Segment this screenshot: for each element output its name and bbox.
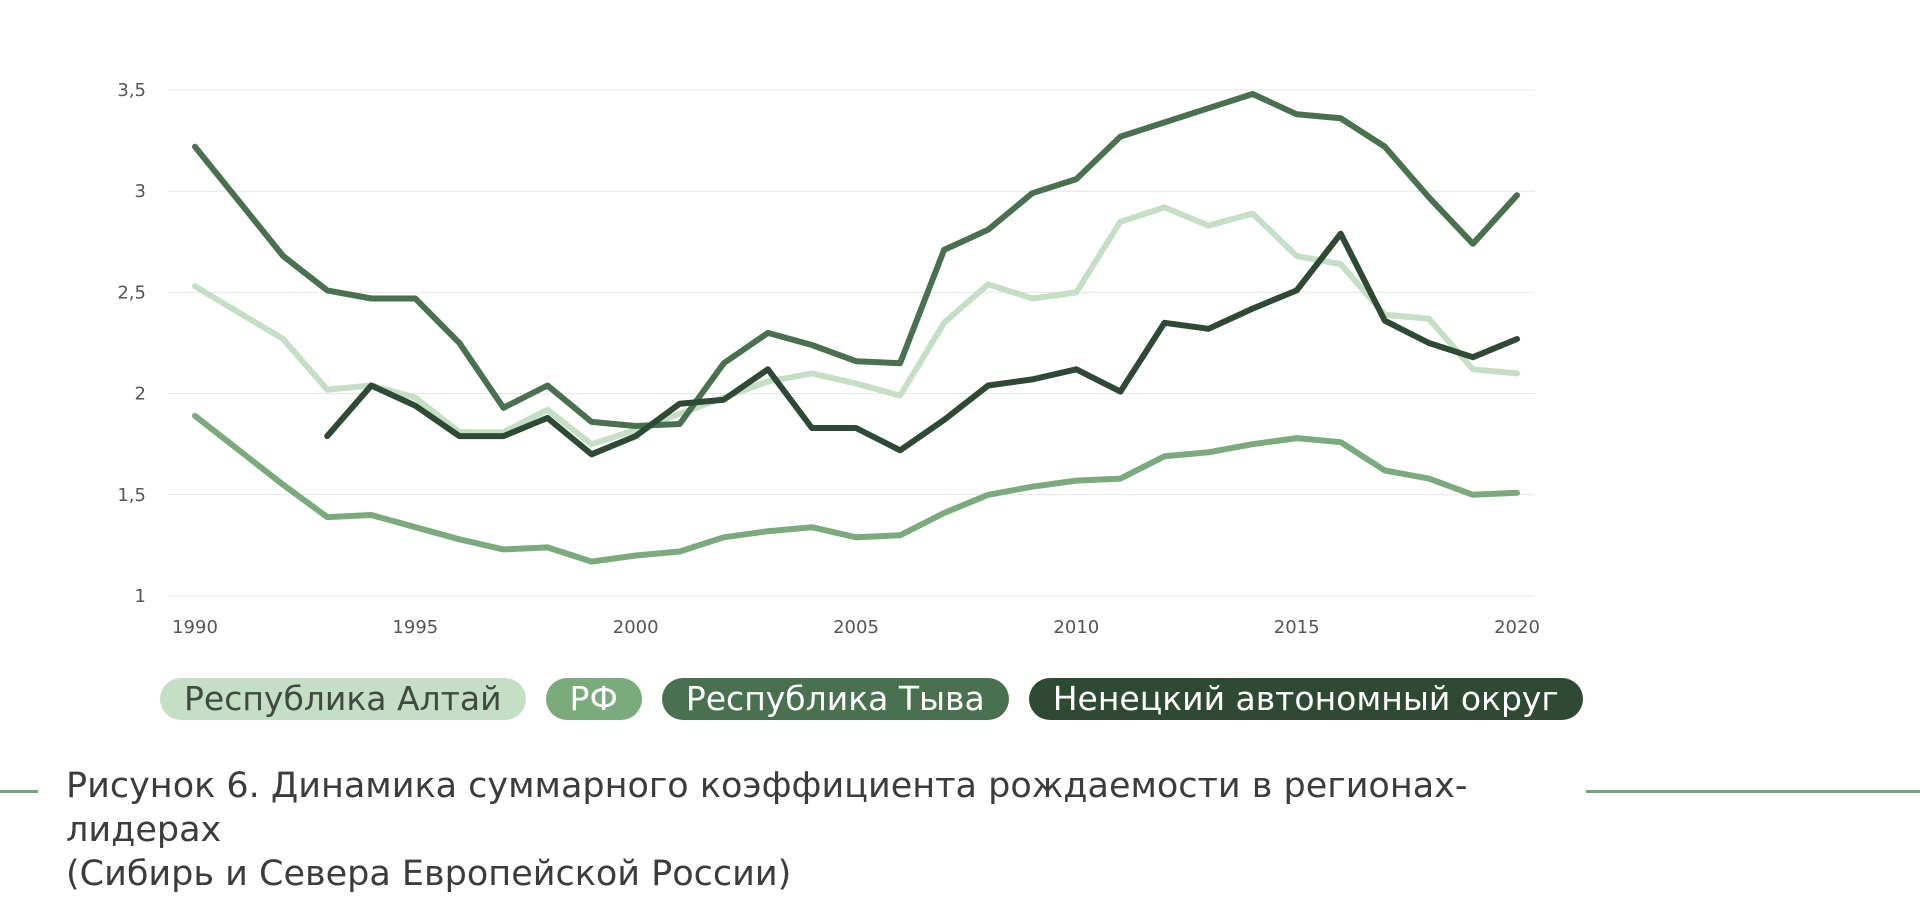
line-chart: 1 1,5 2 2,5 3 3,5 1990 1995 2000 2005 2010 2015 202… <box>117 80 1540 638</box>
x-tick-label: 2010 <box>1053 617 1099 638</box>
y-tick-label: 3 <box>135 181 146 202</box>
series-lines <box>192 91 1520 565</box>
y-tick-label: 2,5 <box>117 282 146 303</box>
caption-line-2: (Сибирь и Севера Европейской России) <box>66 854 792 894</box>
chart-legend: Республика Алтай РФ Республика Тыва Нене… <box>160 678 1583 720</box>
legend-item-tyva: Республика Тыва <box>661 678 1009 720</box>
series-line-0 <box>192 204 1520 448</box>
grid-lines <box>168 89 1535 597</box>
x-tick-label: 1990 <box>172 617 218 638</box>
y-tick-label: 3,5 <box>117 80 146 101</box>
caption-rule-right <box>1586 790 1920 793</box>
x-tick-label: 2020 <box>1494 617 1540 638</box>
x-tick-label: 1995 <box>392 617 438 638</box>
series-line-1 <box>192 412 1520 565</box>
legend-item-altai: Республика Алтай <box>160 678 526 720</box>
x-tick-label: 2005 <box>833 617 879 638</box>
y-tick-label: 2 <box>135 384 146 405</box>
legend-item-rf: РФ <box>545 678 642 720</box>
series-line-3 <box>324 230 1520 458</box>
y-tick-label: 1 <box>135 586 146 607</box>
caption-line-1: Рисунок 6. Динамика суммарного коэффицие… <box>66 766 1468 850</box>
legend-item-nenets: Ненецкий автономный округ <box>1028 678 1583 720</box>
caption-rule-left <box>0 790 38 793</box>
y-tick-label: 1,5 <box>117 485 146 506</box>
y-axis-ticks: 1 1,5 2 2,5 3 3,5 <box>117 80 146 607</box>
series-line-2 <box>192 91 1520 429</box>
figure-caption: Рисунок 6. Динамика суммарного коэффицие… <box>66 764 1526 896</box>
x-axis-ticks: 1990 1995 2000 2005 2010 2015 2020 <box>172 617 1540 638</box>
x-tick-label: 2015 <box>1274 617 1320 638</box>
x-tick-label: 2000 <box>613 617 659 638</box>
